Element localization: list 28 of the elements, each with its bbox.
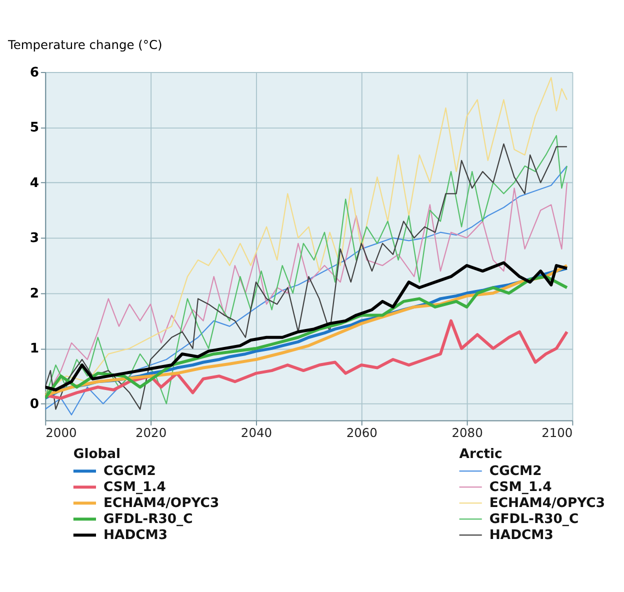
x-tick-label: 2060	[346, 426, 378, 440]
y-tick-label: 5	[30, 120, 40, 136]
text: Global	[73, 446, 121, 462]
line-series	[45, 77, 568, 394]
x-tick-label: 2080	[452, 426, 483, 440]
legend-label: ECHAM4/OPYC3	[104, 496, 220, 511]
legend-label: GFDL-R30_C	[489, 512, 579, 527]
legend-label: HADCM3	[489, 528, 554, 543]
y-tick-label: 3	[30, 231, 40, 246]
line-series	[45, 319, 568, 400]
x-tick-label: 2100	[542, 426, 573, 440]
legend-label: CGCM2	[489, 464, 542, 479]
x-tick-label: 2020	[136, 426, 167, 440]
y-tick-label: 4	[30, 176, 40, 191]
x-tick-label: 2040	[240, 426, 272, 440]
y-tick-label: 0	[30, 396, 40, 412]
y-axis-title: Temperature change (°C)	[7, 38, 162, 52]
legend-label: GFDL-R30_C	[104, 512, 193, 527]
legend-label: CSM_1.4	[104, 480, 166, 495]
x-tick-label: 2000	[46, 426, 77, 440]
legend-label: HADCM3	[104, 528, 168, 543]
text: Arctic	[459, 446, 502, 462]
y-tick-label: 1	[30, 342, 40, 357]
legend-label: CGCM2	[104, 464, 156, 479]
legend-label: ECHAM4/OPYC3	[489, 496, 606, 511]
legend-label: CSM_1.4	[489, 480, 552, 495]
y-tick-label: 2	[30, 286, 40, 302]
y-tick-label: 6	[30, 65, 40, 80]
